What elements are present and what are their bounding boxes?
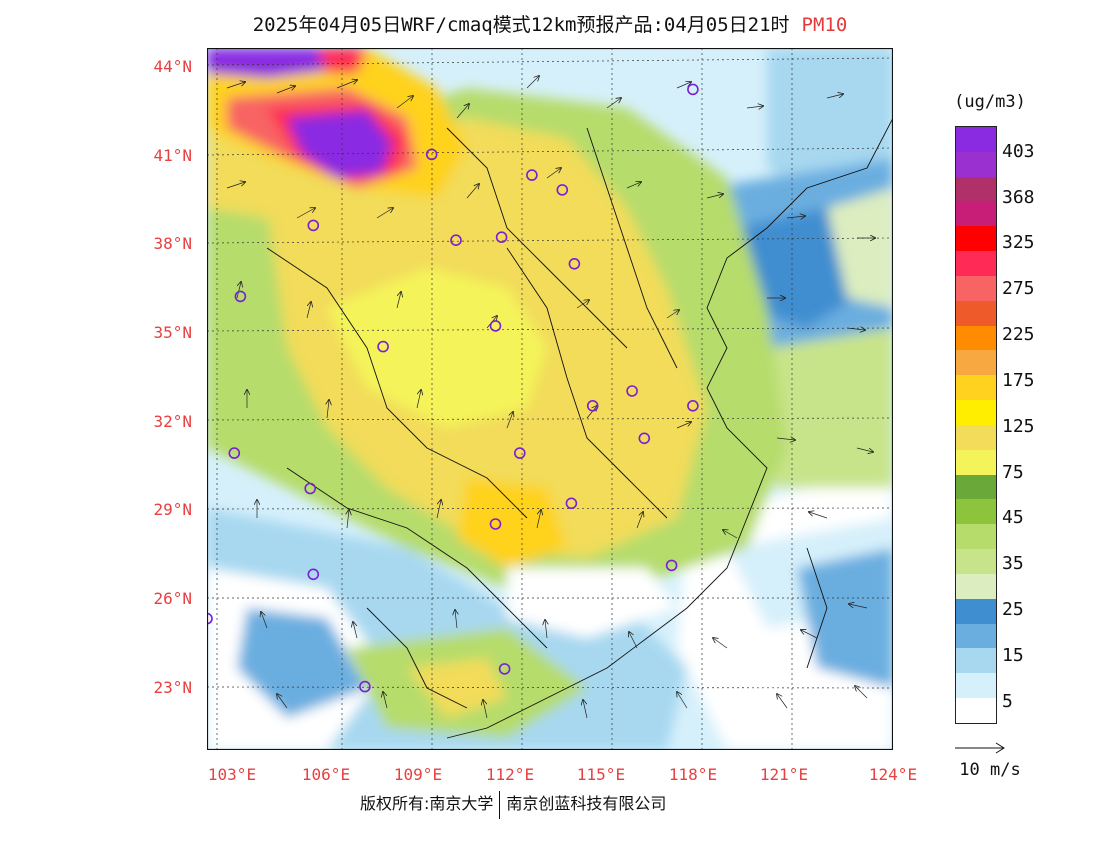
map-frame — [206, 47, 894, 751]
legend-label-75: 75 — [1002, 462, 1024, 483]
legend-swatch — [956, 350, 996, 376]
legend-swatch — [956, 300, 996, 326]
legend-label-225: 225 — [1002, 324, 1035, 345]
lat-label-23: 23°N — [153, 678, 192, 697]
city-marker — [665, 559, 678, 572]
legend-swatch — [956, 474, 996, 500]
legend-swatch — [956, 375, 996, 401]
legend-swatch — [956, 499, 996, 525]
city-marker — [687, 83, 699, 96]
legend-label-35: 35 — [1002, 553, 1024, 574]
legend-label-175: 175 — [1002, 370, 1035, 391]
lat-label-44: 44°N — [153, 57, 192, 76]
lon-label-121: 121°E — [759, 765, 809, 784]
vector-scale-label: 10 m/s — [959, 760, 1021, 780]
map-title: 2025年04月05日WRF/cmaq模式12km预报产品:04月05日21时 P… — [0, 10, 1100, 40]
legend-swatch — [956, 549, 996, 574]
lon-label-115: 115°E — [576, 765, 626, 784]
city-marker — [556, 184, 569, 196]
legend-swatch — [956, 325, 996, 351]
pm10-map — [206, 47, 894, 751]
legend-swatch — [956, 176, 996, 202]
city-marker — [489, 518, 502, 530]
graticule — [207, 48, 893, 750]
city-marker — [687, 399, 699, 412]
city-marker — [513, 447, 526, 459]
lon-label-124: 124°E — [868, 765, 918, 784]
legend-swatch — [956, 275, 996, 301]
legend-label-275: 275 — [1002, 278, 1035, 299]
city-markers — [207, 83, 699, 693]
city-marker — [568, 258, 581, 270]
legend-swatch — [956, 127, 996, 152]
legend-swatch — [956, 573, 996, 599]
legend-swatch — [956, 151, 996, 177]
legend-label-125: 125 — [1002, 416, 1035, 437]
legend-swatch — [956, 201, 996, 227]
legend-swatch — [956, 698, 996, 723]
city-marker — [586, 399, 599, 412]
city-marker — [307, 568, 320, 581]
lat-label-35: 35°N — [153, 323, 192, 342]
legend-swatch — [956, 598, 996, 624]
lat-label-29: 29°N — [153, 500, 192, 519]
legend-swatch — [956, 424, 996, 450]
vector-scale-arrow — [955, 742, 1005, 754]
city-marker — [359, 680, 371, 693]
boundaries — [266, 117, 893, 739]
legend-label-5: 5 — [1002, 691, 1013, 712]
legend-swatch — [956, 400, 996, 425]
lon-label-109: 109°E — [393, 765, 443, 784]
footer-divider — [499, 790, 501, 819]
legend-swatch — [956, 673, 996, 699]
title-text: 2025年04月05日WRF/cmaq模式12km预报产品:04月05日21时 — [252, 14, 790, 36]
city-marker — [638, 432, 651, 445]
city-marker — [489, 320, 502, 332]
legend-label-45: 45 — [1002, 507, 1024, 528]
city-marker — [307, 219, 320, 232]
city-marker — [498, 663, 511, 675]
map-canvas — [206, 47, 894, 751]
color-legend-bar — [955, 126, 997, 724]
city-marker — [450, 234, 462, 246]
legend-label-368: 368 — [1002, 187, 1035, 208]
legend-label-325: 325 — [1002, 232, 1035, 253]
lon-label-103: 103°E — [207, 765, 257, 784]
city-marker — [207, 612, 213, 625]
copyright-company: 南京创蓝科技有限公司 — [506, 794, 667, 813]
city-marker — [565, 497, 578, 510]
wind-vectors — [226, 76, 875, 719]
lon-label-112: 112°E — [485, 765, 535, 784]
city-marker — [304, 482, 316, 495]
lat-label-32: 32°N — [153, 412, 192, 431]
legend-swatch — [956, 251, 996, 276]
legend-swatch — [956, 648, 996, 674]
city-marker — [526, 169, 538, 181]
lat-label-41: 41°N — [153, 146, 192, 165]
legend-swatch — [956, 623, 996, 649]
copyright-owner: 版权所有:南京大学 — [360, 794, 494, 813]
legend-swatch — [956, 226, 996, 252]
legend-swatch — [956, 449, 996, 475]
city-marker — [425, 148, 438, 161]
concentration-field — [207, 48, 893, 750]
lat-label-26: 26°N — [153, 589, 192, 608]
lon-label-118: 118°E — [668, 765, 718, 784]
city-marker — [228, 447, 241, 459]
city-marker — [495, 231, 508, 243]
lon-label-106: 106°E — [301, 765, 351, 784]
legend-unit: (ug/m3) — [954, 92, 1026, 112]
legend-label-15: 15 — [1002, 645, 1024, 666]
lat-label-38: 38°N — [153, 234, 192, 253]
legend-swatch — [956, 524, 996, 550]
copyright-footer: 版权所有:南京大学 南京创蓝科技有限公司 — [360, 790, 666, 819]
city-marker — [234, 290, 247, 303]
city-marker — [377, 340, 389, 353]
pollutant-label: PM10 — [801, 14, 848, 36]
city-marker — [626, 385, 638, 397]
legend-label-403: 403 — [1002, 141, 1035, 162]
legend-label-25: 25 — [1002, 599, 1024, 620]
